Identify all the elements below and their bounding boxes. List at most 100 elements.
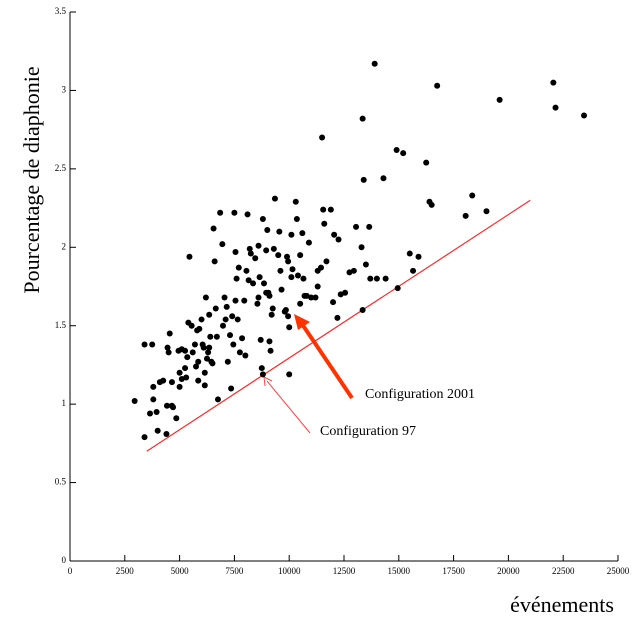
point [178,376,185,383]
point [219,241,226,248]
point [277,267,284,274]
point [342,289,349,296]
point [205,349,212,356]
point [163,430,170,437]
point [410,267,417,274]
point [254,300,261,307]
y-tick-label: 0 [62,555,67,565]
point [359,115,366,122]
point [289,266,296,273]
point [314,283,321,290]
point [223,303,230,310]
point [292,198,299,205]
point [266,292,273,299]
point [393,147,400,154]
point [259,216,266,223]
point [250,280,257,287]
point [327,206,334,213]
point [270,245,277,252]
x-tick-label: 25000 [607,566,630,576]
point [288,274,295,281]
point [247,250,254,257]
point [202,294,209,301]
point [260,280,267,287]
point [230,341,237,348]
point [278,286,285,293]
point [186,253,193,260]
point [232,248,239,255]
point [209,360,216,367]
point [264,227,271,234]
point [207,333,214,340]
point [434,82,441,89]
point [232,297,239,304]
point [373,275,380,282]
point [220,322,227,329]
y-tick-label: 2.5 [55,163,67,173]
point [358,244,365,251]
point [382,275,389,282]
point [191,341,198,348]
point [141,341,148,348]
annotation: Configuration 2001 [365,387,475,402]
annotation: Configuration 97 [320,424,416,439]
point [294,272,301,279]
point [288,231,295,238]
point [150,396,157,403]
point [366,223,373,230]
point [323,258,330,265]
point [308,294,315,301]
point [198,316,205,323]
point [212,305,219,312]
point [252,255,259,262]
point [428,201,435,208]
x-tick-label: 20000 [497,566,520,576]
point [227,332,234,339]
x-tick-label: 10000 [278,566,301,576]
point [257,336,264,343]
y-tick-label: 0.5 [55,477,67,487]
point [206,311,213,318]
point [204,355,210,362]
point [268,311,275,318]
point [297,300,304,307]
point [360,176,367,183]
point [259,371,266,378]
point [236,349,243,356]
point [200,344,207,351]
point [371,60,378,67]
point [141,434,148,441]
point [195,377,202,384]
point [165,349,172,356]
point [201,369,208,376]
point [233,275,240,282]
point [176,369,183,376]
point [168,379,175,386]
point [168,402,175,409]
y-axis-title: Pourcentage de diaphonie [19,66,44,293]
point [406,250,413,257]
point [173,415,180,422]
point [243,267,250,274]
point [330,299,337,306]
point [334,314,341,321]
point [469,192,476,199]
point [210,225,217,232]
point [246,245,253,252]
point [380,175,387,182]
point [211,258,218,265]
point [214,396,221,403]
point [196,325,203,332]
point [150,383,157,390]
point [335,236,342,243]
x-tick-label: 2500 [116,566,135,576]
point [394,285,401,292]
point [242,352,249,359]
point [241,297,248,304]
arrow-2001 [300,322,354,400]
point [164,344,171,351]
point [149,341,156,348]
point [423,159,430,166]
point [182,365,189,372]
